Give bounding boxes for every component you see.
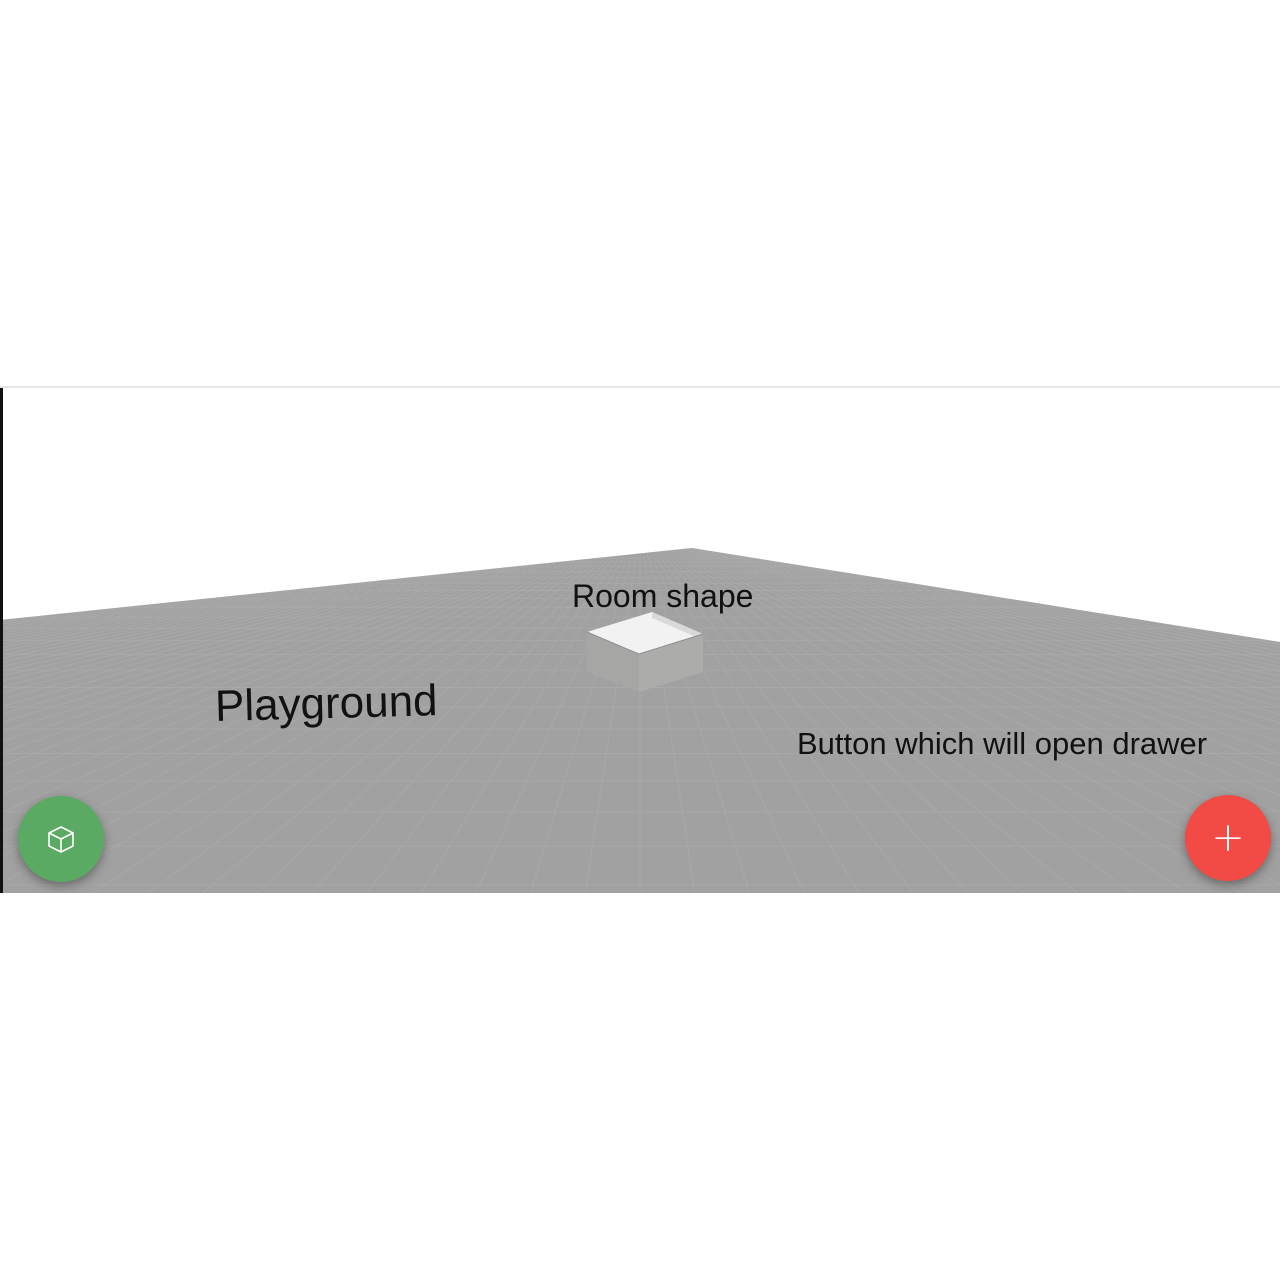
drawer-button-label: Button which will open drawer xyxy=(797,726,1208,761)
plus-icon: + xyxy=(1211,815,1245,861)
room-shape-label: Room shape xyxy=(572,578,754,614)
room-shape-button[interactable] xyxy=(18,796,104,882)
room-box-left-wall xyxy=(587,632,639,692)
playground-scene[interactable] xyxy=(0,388,1280,893)
room-box-inner-wall xyxy=(652,612,703,640)
left-edge-divider xyxy=(0,388,3,893)
cube-icon xyxy=(48,826,74,853)
playground-label: Playground xyxy=(214,676,439,731)
open-drawer-button[interactable]: + xyxy=(1185,795,1271,881)
3d-viewport[interactable]: Room shape Playground Button which will … xyxy=(0,386,1280,893)
room-shape-box[interactable] xyxy=(586,612,704,692)
room-box-right-wall xyxy=(639,634,703,692)
